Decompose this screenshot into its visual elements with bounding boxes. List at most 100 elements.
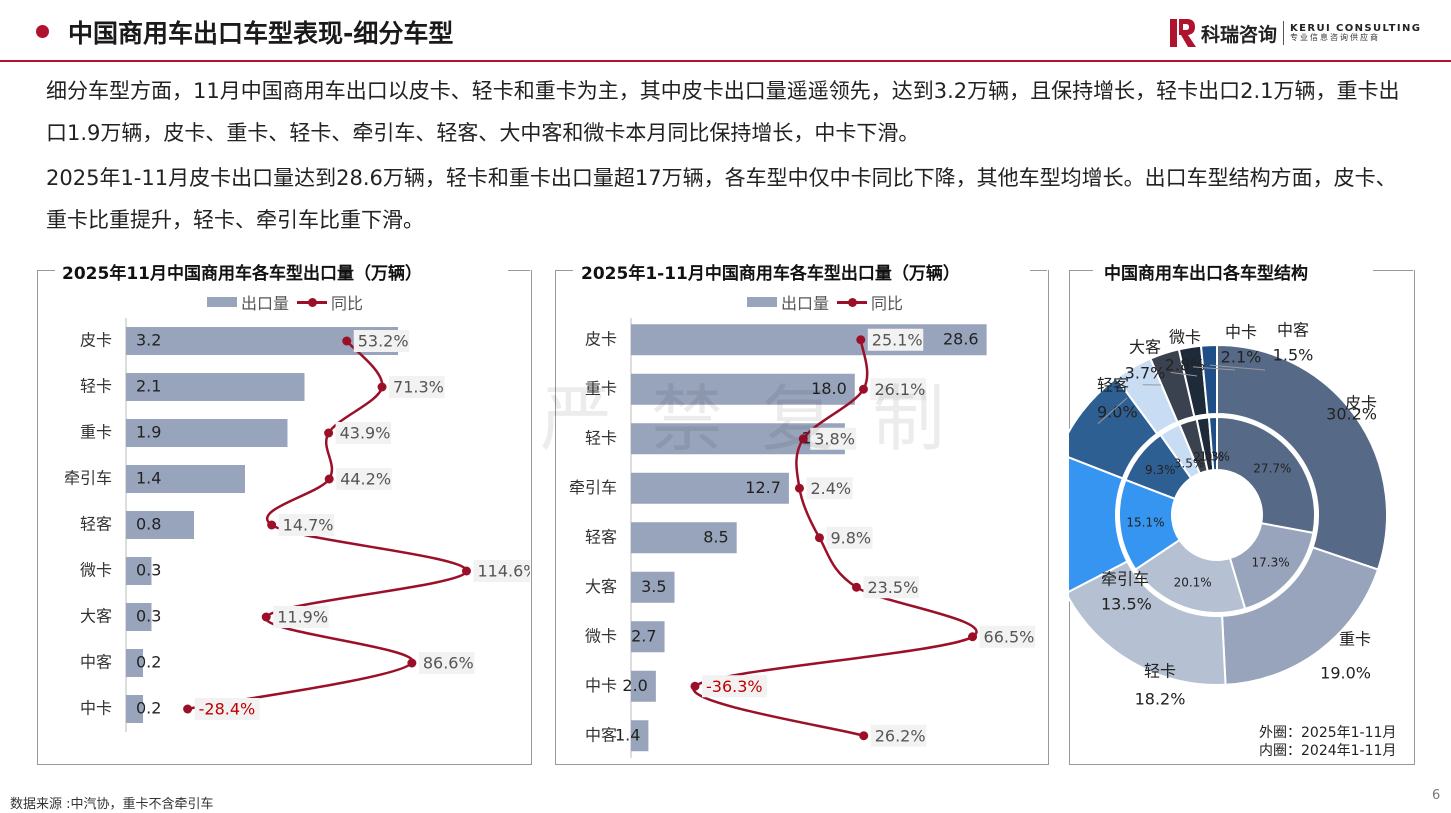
volume-label: 8.5 (703, 527, 728, 546)
yoy-label-bg (273, 606, 329, 628)
yoy-label-bg (701, 675, 767, 698)
yoy-point (798, 434, 808, 444)
category-label: 皮卡 (80, 331, 112, 350)
volume-bar (126, 465, 245, 493)
panel-top-line (508, 270, 530, 271)
leader-line (1193, 366, 1236, 371)
watermark: 严 禁 复 制 (540, 377, 953, 461)
chart-legend-monthly: 出口量 同比 (207, 290, 363, 314)
yoy-label-bg (336, 468, 392, 490)
outer-percent-label: 2.1% (1221, 348, 1262, 367)
volume-bar (631, 720, 649, 752)
volume-bar (631, 522, 737, 554)
volume-bar (126, 649, 143, 677)
logo-separator (1283, 21, 1285, 45)
outer-ring-slice (1069, 560, 1227, 686)
leader-line (1170, 371, 1198, 377)
logo-en-block: KERUI CONSULTING 专业信息咨询供应商 (1290, 22, 1422, 43)
volume-label: 28.6 (943, 329, 979, 348)
yoy-point (858, 384, 868, 394)
volume-label: 2.1 (136, 377, 161, 396)
yoy-label: 66.5% (984, 627, 1035, 646)
yoy-point (267, 520, 277, 530)
panel-top-line (1069, 270, 1093, 271)
volume-label: 2.7 (631, 626, 656, 645)
volume-bar (126, 373, 305, 401)
yoy-label-bg (353, 330, 410, 352)
volume-label: 1.4 (615, 725, 640, 744)
outer-category-label: 中客 (1277, 321, 1309, 340)
bar-line-chart-monthly: 皮卡 3.2 轻卡 2.1 重卡 1.9 牵引车 1.4 轻客 0.8 微卡 0.3 大客 0.3 中客 0.… (64, 318, 530, 732)
panel-top-line (37, 270, 55, 271)
yoy-point (968, 632, 978, 642)
volume-bar (126, 419, 288, 447)
page-number: 6 (1432, 788, 1441, 803)
inner-ring-slice (1134, 538, 1247, 614)
yoy-label: 26.1% (874, 380, 925, 399)
yoy-label: 25.1% (872, 330, 923, 349)
yoy-label-bg (979, 625, 1036, 648)
yoy-point (407, 658, 417, 668)
inner-ring-note: 内圈：2024年1-11月 (1259, 743, 1397, 759)
volume-bar (126, 695, 143, 723)
inner-ring-label: 9.3% (1145, 463, 1176, 477)
logo-subtitle: 专业信息咨询供应商 (1290, 33, 1381, 43)
yoy-point (814, 533, 824, 543)
category-label: 轻客 (80, 515, 112, 534)
volume-bar (631, 324, 987, 356)
volume-label: 0.3 (136, 561, 161, 580)
category-label: 中卡 (80, 699, 112, 718)
category-label: 轻卡 (80, 377, 112, 396)
yoy-label: 71.3% (393, 378, 444, 397)
category-label: 中卡 (585, 676, 617, 695)
volume-label: 18.0 (811, 379, 847, 398)
outer-percent-label: 9.0% (1097, 403, 1138, 422)
volume-label: 12.7 (745, 478, 781, 497)
yoy-label-bg (473, 560, 530, 582)
yoy-label-bg (194, 698, 260, 720)
chart-title-structure: 中国商用车出口各车型结构 (1104, 264, 1308, 284)
category-label: 中客 (585, 725, 617, 744)
yoy-label: 26.2% (875, 726, 926, 745)
outer-category-label: 皮卡 (1345, 394, 1377, 413)
bar-line-chart-ytd: 皮卡28.6重卡18.0轻卡17.2牵引车12.7轻客8.5大客3.5微卡2.7… (569, 318, 1036, 758)
chart-title-monthly: 2025年11月中国商用车各车型出口量（万辆） (62, 264, 422, 284)
yoy-label-bg (867, 328, 924, 351)
yoy-label-bg (870, 378, 926, 401)
yoy-point (183, 704, 193, 714)
company-logo: 科瑞咨询 KERUI CONSULTING 专业信息咨询供应商 (1170, 16, 1421, 50)
yoy-label: 23.5% (867, 578, 918, 597)
volume-label: 3.5 (641, 577, 666, 596)
yoy-label-bg (806, 477, 853, 500)
yoy-label: 11.9% (277, 608, 328, 627)
yoy-label: -36.3% (706, 677, 763, 696)
category-label: 轻客 (585, 527, 617, 546)
yoy-label: 9.8% (830, 528, 871, 547)
chart-panel-monthly (37, 270, 532, 765)
volume-label: 1.9 (136, 423, 161, 442)
logo-en-text: KERUI CONSULTING (1290, 22, 1422, 34)
volume-label: 0.2 (136, 653, 161, 672)
yoy-point (261, 612, 271, 622)
outer-category-label: 轻客 (1097, 376, 1129, 395)
yoy-point (856, 335, 866, 345)
outer-ring-slice (1199, 343, 1218, 416)
yoy-label: 3.8% (814, 429, 855, 448)
leader-line (1097, 397, 1128, 425)
outer-ring-note: 外圈：2025年1-11月 (1259, 725, 1397, 741)
category-label: 大客 (585, 577, 617, 596)
legend-label-yoy: 同比 (331, 294, 364, 313)
inner-ring-label: 3.5% (1174, 457, 1205, 471)
outer-category-label: 重卡 (1339, 630, 1371, 649)
category-label: 牵引车 (64, 469, 112, 488)
yoy-point (377, 382, 387, 392)
yoy-label-bg (418, 652, 475, 674)
volume-bar (631, 670, 656, 702)
yoy-label-bg (335, 422, 392, 444)
yoy-label: 86.6% (423, 654, 474, 673)
yoy-label-bg (826, 526, 873, 549)
legend-line-swatch (297, 297, 328, 307)
category-label: 大客 (80, 607, 112, 626)
outer-percent-label: 19.0% (1320, 664, 1371, 683)
summary-paragraph-2: 2025年1-11月皮卡出口量达到28.6万辆，轻卡和重卡出口量超17万辆，各车… (46, 166, 1397, 232)
